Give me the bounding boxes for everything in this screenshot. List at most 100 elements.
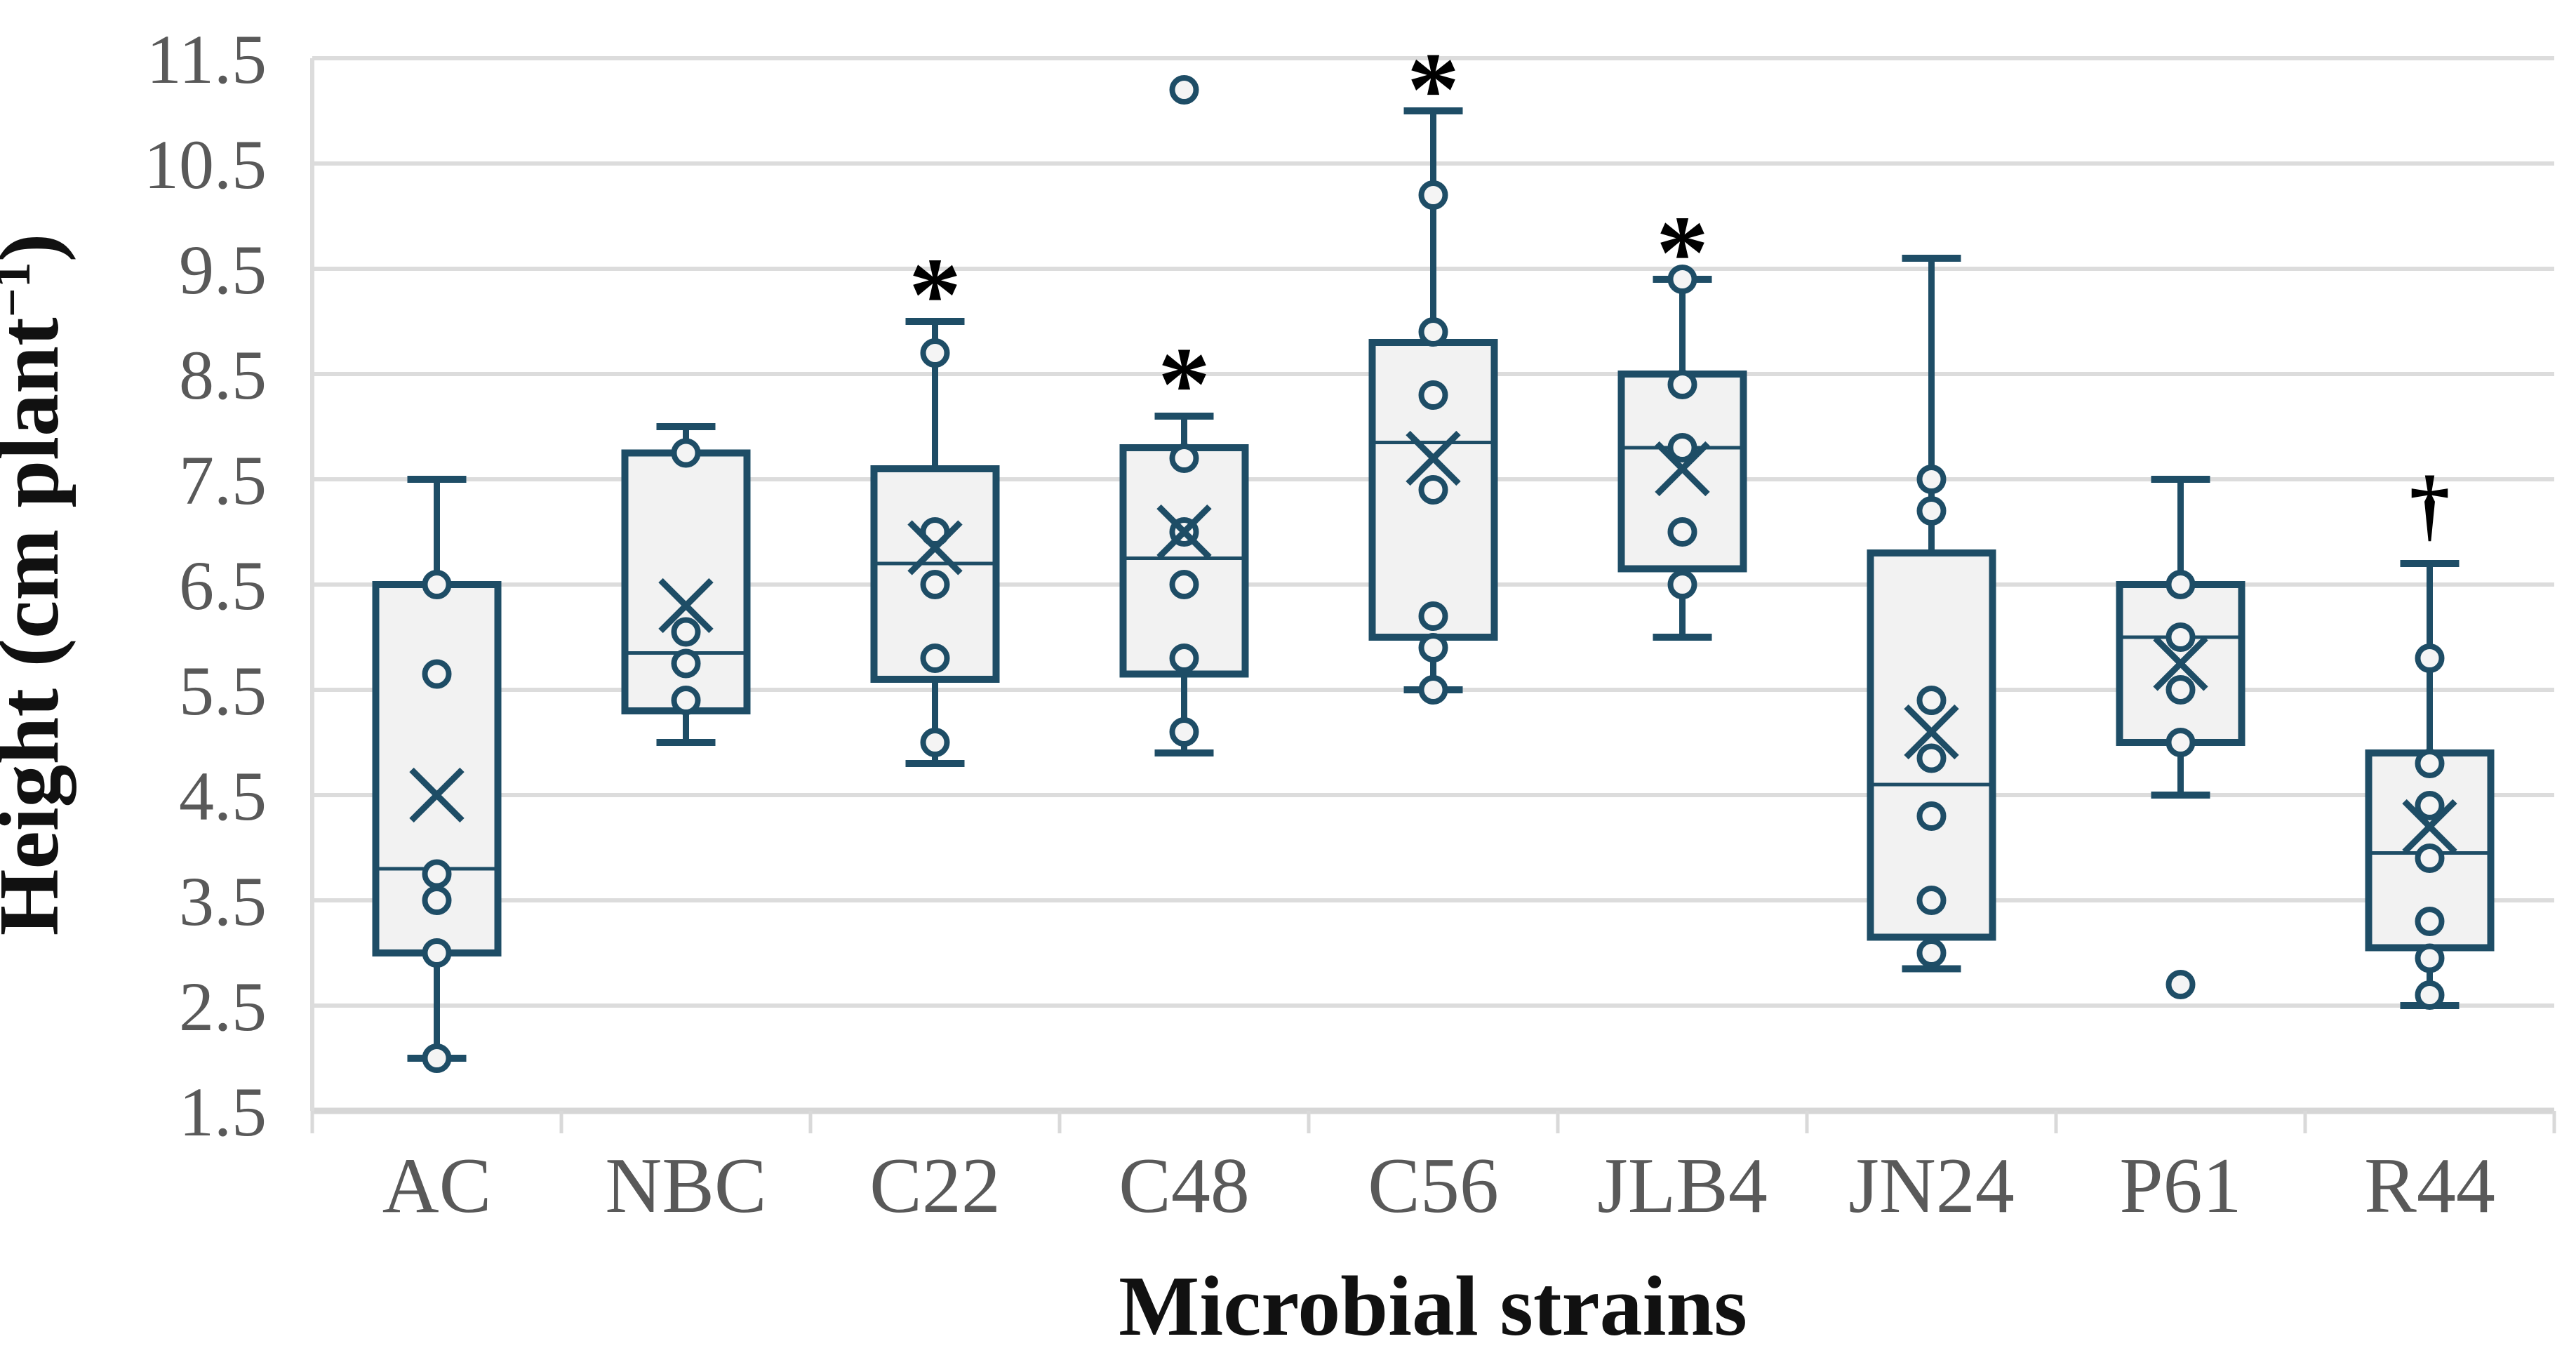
box-group-JN24 (1867, 255, 1996, 973)
data-point (920, 644, 950, 673)
box-series-layer (372, 75, 2495, 1073)
data-point (671, 617, 701, 647)
data-point (2415, 644, 2445, 673)
data-point (920, 728, 950, 757)
data-point (671, 648, 701, 679)
data-point (1916, 886, 1947, 915)
mean-marker (2153, 636, 2208, 691)
y-tick-label: 4.5 (179, 757, 267, 835)
y-tick-labels-layer: 1.5 2.5 3.5 4.5 5.5 6.5 7.5 8.5 9.5 10.5 11.5 (144, 20, 267, 1151)
data-point (1667, 265, 1697, 294)
box-group-C48 (1119, 75, 1249, 756)
significance-star-C48: * (1158, 326, 1210, 443)
y-tick-label: 10.5 (144, 126, 267, 204)
box-group-C56 (1368, 107, 1498, 705)
data-point (2165, 970, 2196, 999)
data-point (920, 338, 950, 368)
data-point (422, 859, 452, 889)
data-point (1667, 433, 1697, 462)
data-point (2415, 791, 2445, 820)
data-point (1916, 496, 1947, 526)
box-group-C22 (870, 318, 1000, 767)
data-point (1169, 444, 1199, 473)
axis-ticks-layer (310, 1111, 2556, 1133)
data-point (1418, 317, 1448, 347)
x-category-label-JN24: JN24 (1848, 1142, 2014, 1229)
y-tick-label: 9.5 (179, 231, 267, 309)
y-axis-title-superscript: −1 (0, 262, 41, 317)
significance-star-C56: * (1407, 32, 1460, 148)
mean-marker (1904, 704, 1959, 760)
iqr-box (1119, 444, 1249, 678)
x-axis-title: Microbial strains (1119, 1259, 1747, 1354)
data-point (1418, 180, 1448, 210)
data-point (1418, 633, 1448, 662)
y-axis-title-main: Height (cm plant (0, 317, 76, 935)
data-point (1169, 75, 1199, 105)
y-tick-label: 1.5 (179, 1073, 267, 1151)
mean-marker (907, 520, 963, 575)
x-category-label-C56: C56 (1368, 1142, 1499, 1229)
box-group-P61 (2116, 476, 2245, 999)
data-point (1169, 644, 1199, 673)
data-point (422, 570, 452, 599)
data-point (2415, 749, 2445, 778)
data-point (2415, 907, 2445, 936)
x-category-label-AC: AC (382, 1142, 492, 1229)
x-category-label-NBC: NBC (605, 1142, 766, 1229)
x-category-label-C48: C48 (1119, 1142, 1250, 1229)
y-tick-label: 6.5 (179, 547, 267, 625)
data-point (2165, 570, 2196, 599)
box-group-R44 (2365, 560, 2495, 1010)
mean-marker (1655, 441, 1710, 497)
data-point (920, 570, 950, 599)
data-point (1169, 570, 1199, 599)
data-point (422, 938, 452, 968)
data-point (1418, 380, 1448, 410)
data-point (1916, 465, 1947, 494)
data-point (422, 886, 452, 915)
data-point (2415, 843, 2445, 873)
y-tick-label: 8.5 (179, 336, 267, 414)
data-point (1667, 517, 1697, 547)
data-point (671, 438, 701, 468)
data-point (2415, 980, 2445, 1010)
data-point (1916, 801, 1947, 831)
data-point (2165, 622, 2196, 652)
mean-marker (1406, 430, 1461, 486)
y-axis-title: Height (cm plant−1) (0, 234, 76, 936)
box-group-NBC (621, 423, 751, 746)
mean-marker (2402, 799, 2457, 855)
box-group-AC (372, 476, 502, 1073)
x-category-labels-layer: AC NBC C22 C48 C56 JLB4 JN24 P61 R44 (382, 1142, 2495, 1229)
significance-dagger-R44: † (2410, 460, 2450, 549)
box-group-JLB4 (1617, 265, 1747, 641)
x-category-label-R44: R44 (2364, 1142, 2495, 1229)
data-point (1418, 601, 1448, 631)
y-tick-label: 5.5 (179, 652, 267, 730)
data-point (1916, 743, 1947, 773)
x-category-label-JLB4: JLB4 (1597, 1142, 1768, 1229)
x-category-label-P61: P61 (2119, 1142, 2241, 1229)
y-tick-label: 11.5 (147, 20, 267, 98)
data-point (422, 1043, 452, 1073)
data-point (2165, 675, 2196, 705)
y-tick-label: 3.5 (179, 862, 267, 940)
significance-annotations-layer: * * * * † (909, 32, 2450, 550)
x-category-label-C22: C22 (869, 1142, 1001, 1229)
y-axis-title-close: ) (0, 234, 76, 262)
data-point (1667, 370, 1697, 399)
y-tick-label: 7.5 (179, 441, 267, 519)
data-point (422, 659, 452, 689)
data-point (671, 686, 701, 715)
data-point (1418, 675, 1448, 705)
data-point (2165, 728, 2196, 757)
data-point (1916, 938, 1947, 968)
data-point (1916, 686, 1947, 715)
mean-marker (409, 767, 465, 823)
data-point (1667, 570, 1697, 599)
y-tick-label: 2.5 (179, 968, 267, 1046)
significance-star-JLB4: * (1656, 194, 1709, 311)
